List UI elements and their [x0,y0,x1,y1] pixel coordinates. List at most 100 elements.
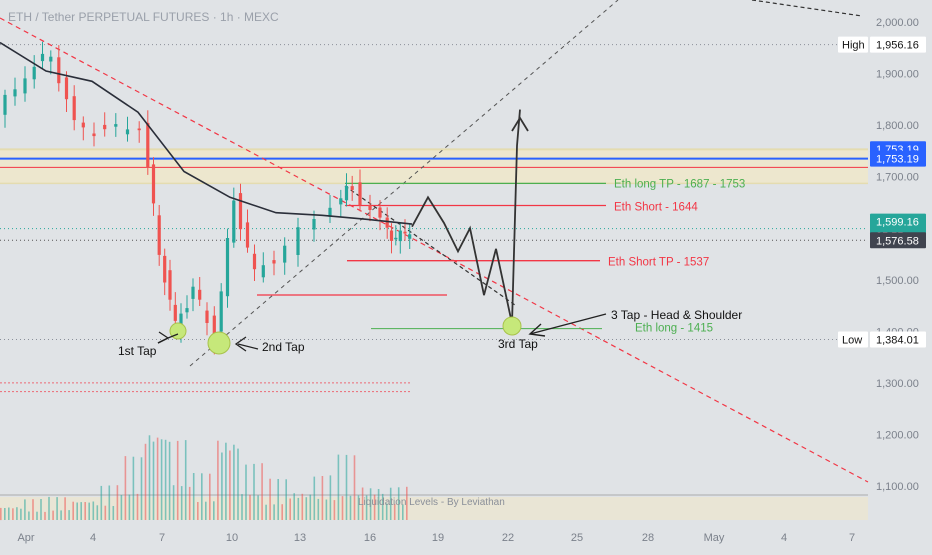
volume-bar [96,505,99,520]
candle-body [238,193,243,230]
volume-bar [337,454,340,520]
volume-bar [188,486,191,520]
volume-bar [237,448,239,520]
candle-body [378,207,382,218]
volume-bar [241,494,243,520]
volume-bar [381,493,384,520]
candle-body [103,124,107,130]
volume-bar [365,495,368,520]
upper-trendline [751,0,863,17]
candle-body [272,260,276,264]
low-price-caption-bg [838,331,868,348]
candle-body [146,122,150,168]
volume-bar [353,455,356,520]
volume-bar [285,479,287,520]
candle-body [114,124,118,127]
candle-body [385,217,389,228]
x-tick-label: 22 [502,532,514,544]
volume-bar [397,487,400,520]
volume-bar [72,501,74,520]
volume-bar [116,485,119,520]
high-price-caption: High [842,40,865,52]
high-price-caption-bg [838,36,868,53]
volume-bar [48,496,50,520]
candle-body [3,94,7,115]
volume-bar [297,497,300,520]
eth-long-label: Eth long - 1415 [635,323,713,335]
volume-bar [221,452,223,520]
x-tick-label: Apr [17,532,34,544]
volume-bar [357,495,360,520]
y-tick-label: 1,700.00 [876,172,919,184]
volume-bar [68,510,70,520]
chart-title: ETH / Tether PERPETUAL FUTURES · 1h · ME… [8,10,279,24]
tp-zone [0,149,868,184]
candle-body [261,265,265,278]
volume-bar [124,456,127,520]
x-tick-label: 10 [226,532,238,544]
candle-body [350,186,354,190]
second-tap-arrow-head [234,336,247,352]
volume-bar [205,501,207,520]
volume-bar [152,441,155,520]
second-tap-marker [207,331,231,355]
candle-body [408,234,412,239]
level-price-2-value: 1,753.19 [876,154,919,166]
x-tick-label: 28 [642,532,654,544]
x-tick-label: 4 [90,532,96,544]
candle-body [398,230,402,242]
volume-bar [164,439,167,520]
y-tick-label: 2,000.00 [876,17,919,29]
volume-bar [313,476,316,520]
x-tick-label: 7 [159,532,165,544]
third-tap-label: 3rd Tap [498,337,538,351]
volume-bar [406,486,408,520]
volume-bar [84,502,86,520]
prev-price-value: 1,576.58 [876,235,919,247]
volume-bar [60,510,62,520]
candle-body [185,308,189,313]
candle-body [368,205,372,210]
volume-bar [402,504,404,520]
volume-bar [20,508,22,520]
candle-body [252,253,257,270]
candle-body [358,182,362,206]
volume-bar [88,502,90,520]
volume-bar [317,498,320,520]
x-tick-label: 16 [364,532,376,544]
volume-bar [112,506,115,520]
candle-body [13,89,17,97]
volume-bar [349,495,352,520]
candle-body [245,222,250,248]
descending-trendline [0,17,869,483]
second-tap-arrow [237,343,259,350]
candle-body [191,286,195,299]
candle-body [232,200,236,243]
volume-bar [265,504,267,520]
x-tick-label: 13 [294,532,306,544]
candle-body [168,270,172,300]
volume-bar [8,507,10,520]
volume-zone [0,497,868,520]
volume-bar [225,442,227,520]
volume-bar [132,456,135,520]
y-tick-label: 1,500.00 [876,275,919,287]
candle-body [339,198,343,205]
candle-body [198,289,202,300]
volume-bar [305,497,308,520]
volume-bar [0,507,2,521]
volume-bar [156,437,159,520]
volume-bar [329,475,332,520]
candle-body [151,164,156,204]
volume-bar [385,503,388,520]
candle-body [296,227,300,255]
candle-body [403,231,407,234]
volume-bar [233,444,235,520]
second-tap-label: 2nd Tap [262,340,305,354]
candle-body [212,315,216,343]
head-shoulder-arrow [529,313,607,335]
volume-bar [192,473,195,520]
volume-bar [52,510,54,520]
